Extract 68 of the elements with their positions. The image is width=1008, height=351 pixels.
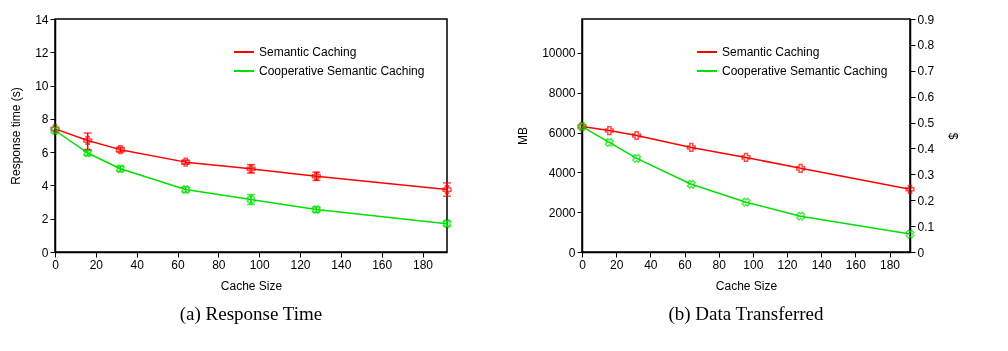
x-tick-label: 180	[412, 257, 434, 272]
x-tick-label: 100	[743, 257, 764, 272]
y-tick-label: 0	[568, 245, 576, 260]
point	[632, 153, 642, 163]
y2-tick-label: 0.4	[917, 141, 935, 156]
x-tick-label: 40	[644, 257, 658, 272]
x-axis-title: Cache Size	[220, 278, 283, 293]
point	[686, 142, 696, 153]
x-tick-label: 0	[579, 257, 587, 272]
y2-tick-label: 0.1	[917, 219, 935, 234]
y-tick-label: 6000	[548, 126, 576, 141]
x-axis-title: Cache Size	[715, 278, 778, 293]
y2-tick-label: 0.6	[917, 90, 935, 105]
point	[741, 152, 751, 163]
y-tick-label: 14	[35, 12, 49, 27]
x-tick-label: 40	[130, 257, 145, 272]
point	[796, 163, 806, 173]
y-tick-label: 4000	[548, 165, 576, 180]
y-tick-label: 10	[35, 79, 49, 94]
x-tick-label: 120	[777, 257, 798, 272]
y2-tick-label: 0.3	[917, 167, 935, 182]
x-tick-label: 0	[52, 257, 60, 272]
legend-label: Semantic Caching	[722, 45, 820, 59]
point	[796, 211, 806, 221]
point	[686, 179, 696, 189]
x-tick-label: 120	[290, 257, 311, 272]
y-tick-label: 0	[41, 245, 49, 260]
y-tick-label: 8	[41, 112, 49, 127]
y-tick-label: 12	[35, 45, 49, 60]
y2-tick-label: 0.7	[917, 64, 935, 79]
x-tick-label: 80	[212, 257, 226, 272]
y2-tick-label: 0.2	[917, 193, 935, 208]
x-tick-label: 20	[89, 257, 104, 272]
y-axis-title: MB	[516, 127, 531, 145]
legend-label: Semantic Caching	[259, 45, 357, 59]
y2-tick-label: 0	[917, 245, 925, 260]
y2-axis-title: $	[946, 132, 961, 140]
x-tick-label: 140	[811, 257, 832, 272]
y2-tick-label: 0.9	[917, 12, 935, 27]
point	[905, 229, 915, 239]
y2-tick-label: 0.5	[917, 116, 935, 131]
x-tick-label: 20	[609, 257, 624, 272]
x-tick-label: 80	[712, 257, 727, 272]
x-tick-label: 60	[678, 257, 692, 272]
point	[83, 135, 93, 146]
point	[741, 197, 751, 207]
y-tick-label: 2	[41, 212, 49, 227]
x-tick-label: 140	[331, 257, 352, 272]
y-axis-title: Response time (s)	[9, 87, 24, 185]
y-tick-label: 6	[41, 145, 49, 160]
point	[905, 184, 915, 194]
point	[632, 130, 642, 141]
x-tick-label: 180	[879, 257, 901, 272]
y-tick-label: 2000	[548, 205, 576, 220]
legend-label: Cooperative Semantic Caching	[722, 64, 888, 78]
text: (a) Response Time	[179, 303, 323, 325]
point	[604, 125, 614, 136]
text: (b) Data Transferred	[668, 303, 825, 325]
x-tick-label: 160	[845, 257, 867, 272]
legend-label: Cooperative Semantic Caching	[259, 64, 425, 78]
x-tick-label: 60	[171, 257, 185, 272]
x-tick-label: 160	[372, 257, 393, 272]
point	[604, 137, 614, 148]
x-tick-label: 100	[249, 257, 270, 272]
y-tick-label: 4	[41, 178, 49, 193]
y-tick-label: 8000	[548, 86, 576, 101]
y2-tick-label: 0.8	[917, 38, 935, 53]
y-tick-label: 10000	[542, 46, 576, 61]
